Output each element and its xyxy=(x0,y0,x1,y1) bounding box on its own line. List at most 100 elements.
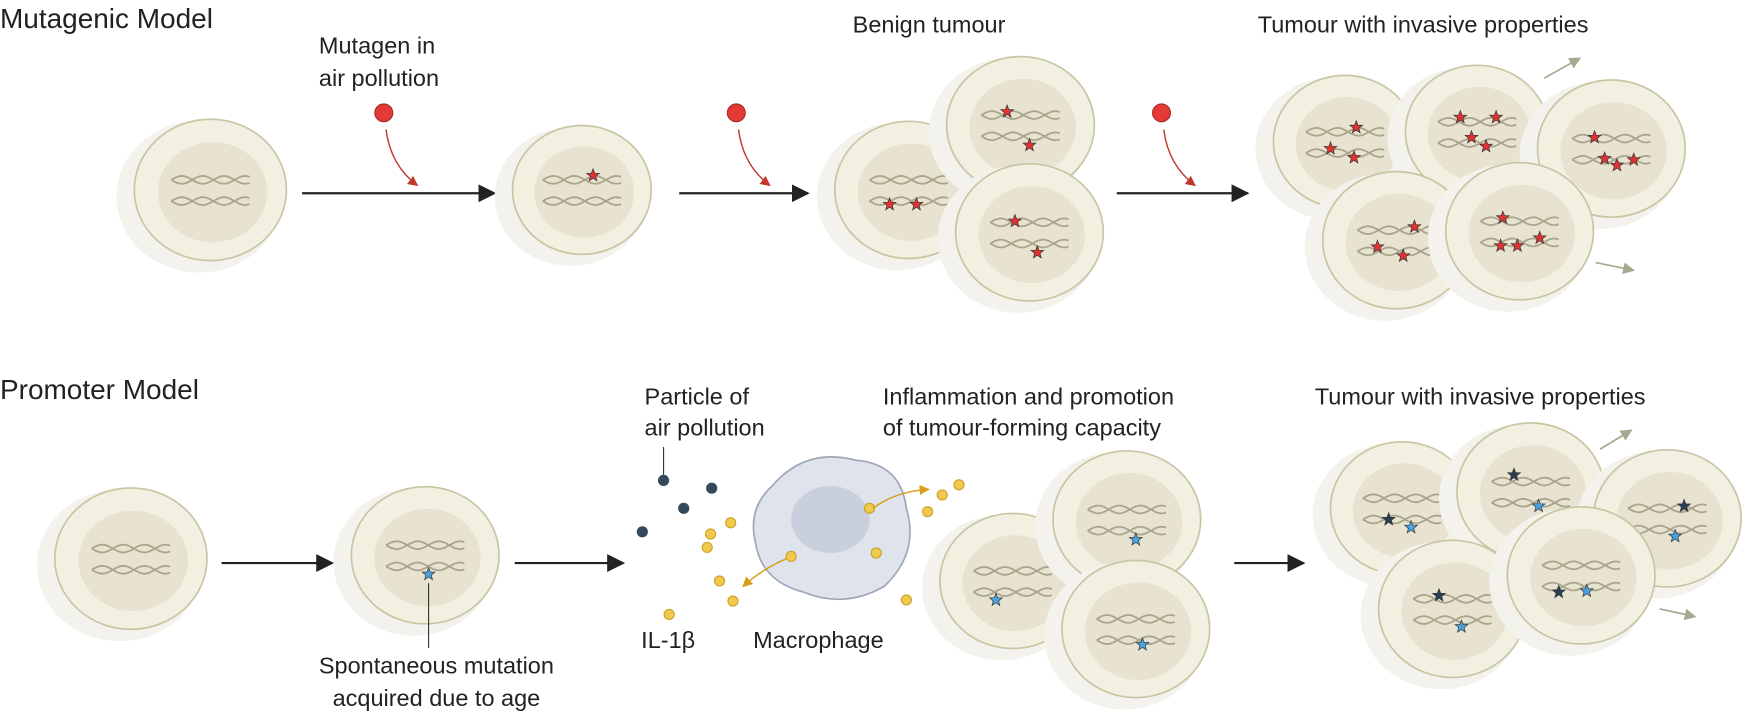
dna xyxy=(1541,560,1621,571)
il1b-particle xyxy=(713,575,726,587)
mutagen-arrow xyxy=(1163,129,1196,187)
nucleus xyxy=(978,185,1085,284)
mutation-star xyxy=(1488,109,1504,124)
dna xyxy=(1362,493,1442,504)
dna xyxy=(1087,504,1167,515)
secretion-arrow xyxy=(742,557,787,588)
nucleus xyxy=(962,535,1068,632)
dna xyxy=(1087,525,1167,536)
dna xyxy=(989,217,1069,228)
mutation-star xyxy=(1478,138,1494,153)
il1b-particle xyxy=(785,550,797,562)
mutation-star xyxy=(1348,119,1364,134)
mutation-star xyxy=(1579,583,1595,598)
spread-arrow xyxy=(1659,608,1697,621)
dna xyxy=(869,196,949,206)
label: acquired due to age xyxy=(333,685,541,711)
dna xyxy=(385,561,465,572)
label: Particle of xyxy=(645,383,750,409)
nucleus xyxy=(969,78,1076,177)
dna xyxy=(1362,514,1442,525)
dna xyxy=(542,175,622,185)
pollution-particle xyxy=(657,474,670,486)
mutation-star xyxy=(1454,619,1469,634)
dna xyxy=(385,540,465,550)
label: Macrophage xyxy=(753,627,884,653)
dna xyxy=(1412,615,1492,625)
dna xyxy=(542,196,622,206)
dna xyxy=(1627,503,1707,514)
illustration xyxy=(36,55,1743,710)
mutation-star xyxy=(909,196,924,211)
il1b-particle xyxy=(953,479,965,491)
mutation-star xyxy=(1403,519,1419,534)
mutation-star xyxy=(1346,149,1362,164)
label: Inflammation and promotion xyxy=(883,383,1174,409)
mutation-star xyxy=(1007,213,1023,228)
secretion-arrow xyxy=(872,484,930,509)
mutation-star xyxy=(585,167,601,182)
mutation-star xyxy=(1323,140,1338,155)
dna xyxy=(1412,615,1492,625)
dna xyxy=(91,564,171,575)
mutation-star xyxy=(1597,150,1612,165)
nucleus xyxy=(1084,582,1192,680)
mutation-star xyxy=(1551,584,1567,599)
mutation-star xyxy=(1431,587,1447,602)
mutation-star xyxy=(1135,636,1150,651)
dna xyxy=(1627,524,1707,535)
label: IL-1β xyxy=(641,627,695,653)
label: of tumour-forming capacity xyxy=(883,415,1161,441)
dna xyxy=(1571,133,1651,144)
label: Mutagen in xyxy=(319,33,435,59)
mutation-star xyxy=(1532,230,1548,245)
mutation-star xyxy=(999,104,1015,118)
dna xyxy=(91,543,171,554)
il1b-particle xyxy=(870,547,882,559)
dna xyxy=(989,238,1069,249)
dna xyxy=(170,175,250,185)
mutation-star xyxy=(1022,137,1037,152)
label: Tumour with invasive properties xyxy=(1258,11,1589,37)
dna xyxy=(1571,154,1651,165)
nucleus xyxy=(857,143,965,241)
nucleus xyxy=(1345,193,1452,292)
dna xyxy=(1491,497,1571,508)
mutation-star xyxy=(882,196,897,211)
mutation-star xyxy=(1030,244,1045,259)
mutation-star xyxy=(1493,238,1508,253)
dna xyxy=(91,564,171,575)
nucleus xyxy=(1468,184,1576,283)
spread-arrow xyxy=(1599,429,1633,450)
mutagen-arrow xyxy=(737,129,771,187)
dna xyxy=(1087,525,1167,536)
dna xyxy=(1437,138,1517,148)
dna xyxy=(1096,635,1176,645)
nucleus xyxy=(1075,473,1183,571)
dna xyxy=(1362,493,1442,504)
dna xyxy=(869,196,949,206)
il1b-particle xyxy=(725,517,737,529)
dna xyxy=(980,131,1060,142)
mutation-star xyxy=(1453,109,1468,124)
dna xyxy=(1096,614,1176,624)
il1b-particle xyxy=(922,506,934,518)
dna xyxy=(1305,148,1385,158)
il1b-particle xyxy=(663,608,675,621)
mutation-star xyxy=(1128,531,1144,546)
il1b-particle xyxy=(936,489,948,501)
dna xyxy=(869,175,949,185)
nucleus xyxy=(1530,528,1637,627)
dna xyxy=(1437,116,1517,127)
dna xyxy=(980,110,1060,120)
mutation-star xyxy=(1370,239,1385,254)
dna xyxy=(1305,127,1385,137)
mutation-star xyxy=(1609,157,1625,172)
dna xyxy=(1437,116,1517,127)
dna xyxy=(1480,237,1560,248)
dna xyxy=(170,196,250,206)
dna xyxy=(989,238,1069,249)
mutagen xyxy=(374,103,394,123)
nucleus xyxy=(1352,463,1456,558)
